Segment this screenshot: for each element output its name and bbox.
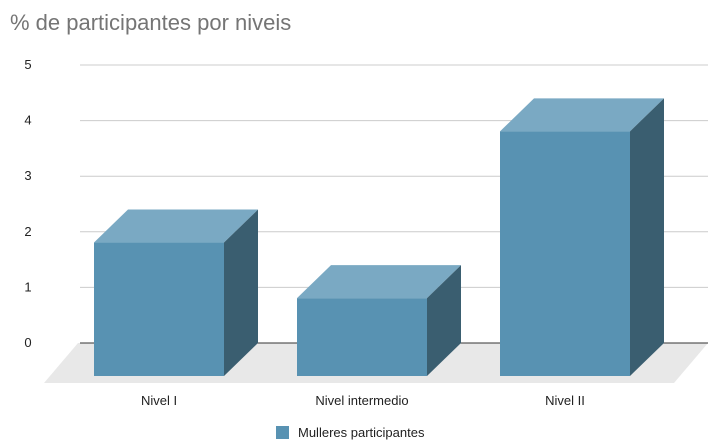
bar-top: [500, 98, 664, 132]
legend-swatch: [276, 426, 289, 439]
bar-side: [224, 209, 258, 376]
bar-top: [297, 265, 461, 299]
y-tick-label: 3: [24, 168, 31, 183]
bar: [500, 131, 630, 376]
legend: Mulleres participantes: [276, 425, 424, 440]
y-tick-label: 0: [24, 335, 31, 350]
y-tick-label: 5: [24, 57, 31, 72]
y-tick-label: 4: [24, 113, 31, 128]
x-tick-label: Nivel I: [141, 393, 177, 408]
bar-side: [427, 265, 461, 376]
bar-side: [630, 98, 664, 377]
chart-title: % de participantes por niveis: [10, 10, 292, 35]
x-tick-label: Nivel intermedio: [315, 393, 408, 408]
bar-top: [94, 209, 258, 243]
bar: [297, 298, 427, 376]
y-tick-label: 2: [24, 224, 31, 239]
bar: [94, 242, 224, 376]
y-tick-label: 1: [24, 279, 31, 294]
legend-label: Mulleres participantes: [298, 425, 425, 440]
x-tick-label: Nivel II: [545, 393, 585, 408]
